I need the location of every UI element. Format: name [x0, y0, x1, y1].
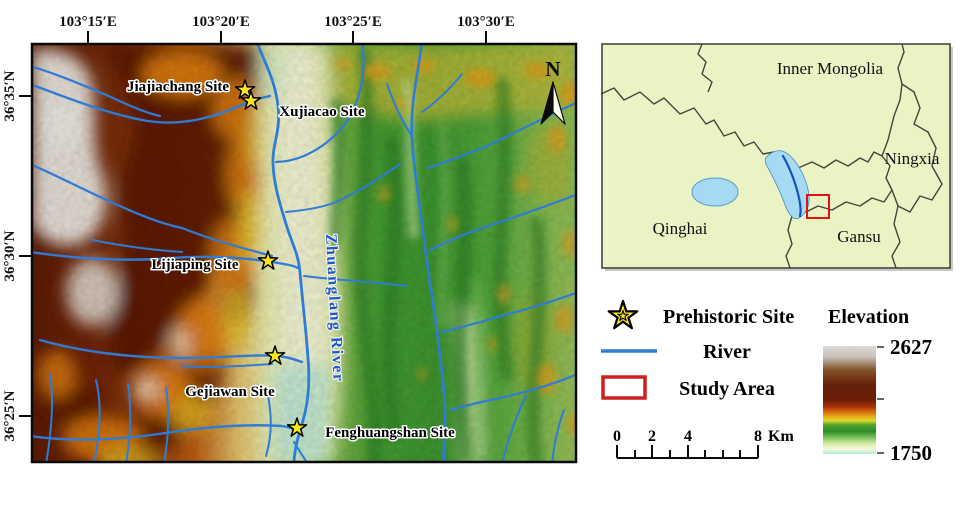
region-label-ningxia: Ningxia	[885, 149, 940, 168]
site-label-lijiaping: Lijiaping Site	[151, 257, 238, 273]
main-map: Jiajiachang Site Xujiacao Site Lijiaping…	[30, 42, 578, 464]
site-label-fenghuangshan: Fenghuangshan Site	[325, 425, 455, 441]
elevation-colorbar	[823, 346, 876, 454]
qinghai-lake	[691, 177, 739, 207]
latitude-axis	[19, 95, 32, 417]
lon-label-4: 103°30′E	[457, 14, 515, 30]
map-frame	[30, 42, 578, 464]
longitude-axis	[87, 31, 487, 44]
region-label-qinghai: Qinghai	[653, 219, 708, 238]
north-arrow-right-half	[552, 81, 566, 125]
legend-site-label: Prehistoric Site	[663, 306, 794, 328]
legend-study-area-icon	[601, 375, 647, 400]
study-area-rectangle	[806, 194, 830, 219]
region-label-gansu: Gansu	[837, 227, 881, 246]
site-label-gejiawan: Gejiawan Site	[185, 384, 275, 400]
north-arrow: N	[540, 57, 566, 125]
basin-river	[781, 154, 802, 218]
elevation-max-value: 2627	[890, 335, 932, 359]
prehistoric-sites: Jiajiachang Site Xujiacao Site Lijiaping…	[125, 78, 456, 443]
scale-label-0: 0	[613, 428, 621, 445]
lon-label-3: 103°25′E	[324, 14, 382, 30]
region-label-inner-mongolia: Inner Mongolia	[777, 59, 884, 78]
lon-label-1: 103°15′E	[59, 14, 117, 30]
legend: Prehistoric Site Elevation River Study A…	[601, 299, 932, 465]
study-basin	[764, 150, 810, 220]
scale-bar	[616, 445, 759, 459]
lat-label-2: 36°30′N	[2, 230, 18, 281]
scale-label-8: 8	[754, 428, 762, 445]
north-arrow-label: N	[545, 57, 560, 81]
lat-label-1: 36°35′N	[2, 70, 18, 121]
lat-label-3: 36°25′N	[2, 390, 18, 441]
scale-label-2: 2	[648, 428, 656, 445]
elevation-min-value: 1750	[890, 441, 932, 465]
site-label-xujiacao: Xujiacao Site	[279, 104, 365, 120]
legend-star-icon	[607, 299, 639, 330]
inset-map: Inner Mongolia Ningxia Qinghai Gansu	[600, 43, 953, 271]
legend-study-area-label: Study Area	[679, 378, 775, 400]
legend-river-label: River	[703, 341, 751, 363]
scale-label-4: 4	[684, 428, 692, 445]
scale-unit-label: Km	[768, 428, 794, 445]
legend-elevation-label: Elevation	[828, 306, 909, 328]
dem-terrain	[32, 44, 576, 462]
site-label-jiajiachang: Jiajiachang Site	[127, 79, 229, 95]
colorbar-ticks	[877, 346, 884, 454]
lon-label-2: 103°20′E	[192, 14, 250, 30]
